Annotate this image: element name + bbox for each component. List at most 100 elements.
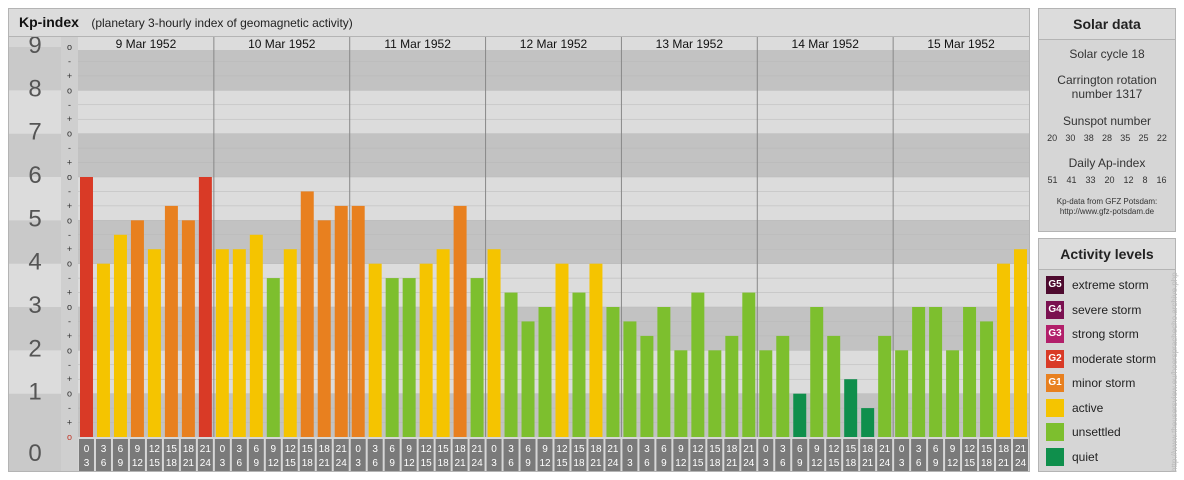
interval-cell [265,439,281,471]
kp-bar [538,307,552,437]
interval-cell [350,439,366,471]
y-axis-band [9,133,61,177]
kp-bar [980,321,994,437]
interval-end-label: 24 [200,458,212,469]
interval-cell [639,439,655,471]
y-axis-band [9,47,61,91]
y-axis-band [9,220,61,264]
interval-cell [741,439,757,471]
y-axis-band [9,263,61,307]
interval-end-label: 3 [491,458,497,469]
kp-bar [844,379,858,437]
kp-bar [946,350,960,437]
minor-tick-label: o [67,85,72,95]
interval-start-label: 21 [336,444,348,455]
ap-value: 16 [1156,175,1167,185]
sunspot-value: 28 [1101,133,1112,143]
kp-bar [283,249,297,437]
legend-swatch [1046,423,1064,442]
interval-cell [214,439,230,471]
interval-start-label: 18 [455,444,467,455]
plot-band [78,133,1029,177]
minor-tick-label: o [67,259,72,269]
carrington-rotation: Carrington rotation number 1317 [1039,73,1175,101]
interval-start-label: 12 [692,444,704,455]
interval-cell [95,439,111,471]
legend-label: minor storm [1072,376,1136,391]
plot-band [78,90,1029,134]
kp-bar [198,177,212,437]
interval-start-label: 18 [998,444,1010,455]
y-tick-label: 1 [28,379,41,406]
solar-data-panel: Solar data Solar cycle 18 Carrington rot… [1038,8,1176,232]
interval-end-label: 21 [998,458,1010,469]
sunspot-value: 38 [1083,133,1094,143]
kp-bar [470,278,484,437]
kp-bar [725,335,739,437]
interval-start-label: 18 [319,444,331,455]
minor-tick-label: + [67,114,72,124]
kp-bar-chart: 9 Mar 1952 10 Mar 1952 11 Mar 1952 12 Mar 1… [9,37,1029,471]
interval-end-label: 3 [763,458,769,469]
kp-bar [1014,249,1027,437]
kp-bar [521,321,535,437]
sunspot-values: 20 30 38 28 35 25 22 [1039,133,1175,143]
minor-tick-label: o [67,215,72,225]
kp-bar [810,307,824,437]
legend-item-g1: G1 minor storm [1039,371,1175,396]
data-source-link[interactable]: http://www.gfz-potsdam.de [1059,207,1155,216]
interval-start-label: 6 [254,444,260,455]
interval-start-label: 3 [372,444,378,455]
interval-cell [316,439,332,471]
kp-bar [504,292,518,437]
interval-end-label: 3 [899,458,905,469]
legend-swatch: G2 [1046,349,1064,368]
y-tick-label: 6 [28,162,41,189]
interval-cell [112,439,128,471]
interval-end-label: 24 [336,458,348,469]
y-axis-band [9,307,61,351]
interval-cell [962,439,978,471]
carrington-line-2: number 1317 [1071,87,1143,101]
kp-bar [147,249,161,437]
kp-bar [436,249,450,437]
activity-levels-title: Activity levels [1039,239,1175,270]
interval-cell [605,439,621,471]
kp-bar [929,307,943,437]
plot-band [78,47,1029,91]
interval-end-label: 15 [285,458,297,469]
activity-levels-panel: Activity levels G5 extreme storm G4 seve… [1038,238,1176,472]
kp-bar [402,278,416,437]
interval-end-label: 12 [404,458,416,469]
kp-bar [878,335,892,437]
sunspot-value: 35 [1120,133,1131,143]
day-label: 12 Mar 1952 [520,37,588,51]
kp-bar [691,292,705,437]
legend-swatch: G4 [1046,300,1064,319]
kp-bar [776,335,790,437]
day-label: 11 Mar 1952 [384,37,451,51]
interval-cell [758,439,774,471]
interval-end-label: 18 [981,458,993,469]
sunspot-value: 20 [1047,133,1058,143]
interval-end-label: 18 [573,458,585,469]
interval-start-label: 12 [285,444,297,455]
interval-cell [248,439,264,471]
kp-bar [742,292,756,437]
data-source: Kp-data from GFZ Potsdam: http://www.gfz… [1039,197,1175,217]
interval-end-label: 9 [933,458,939,469]
y-tick-label: 5 [28,205,41,232]
day-header-band [78,37,1029,50]
interval-end-label: 6 [237,458,243,469]
interval-end-label: 21 [319,458,331,469]
interval-end-label: 24 [607,458,619,469]
kp-bar [895,350,909,437]
interval-cell [673,439,689,471]
interval-end-label: 21 [862,458,874,469]
interval-cell [197,439,213,471]
interval-end-label: 15 [149,458,161,469]
interval-start-label: 21 [607,444,619,455]
kp-bar [164,205,178,437]
interval-start-label: 12 [828,444,840,455]
interval-start-label: 3 [237,444,243,455]
